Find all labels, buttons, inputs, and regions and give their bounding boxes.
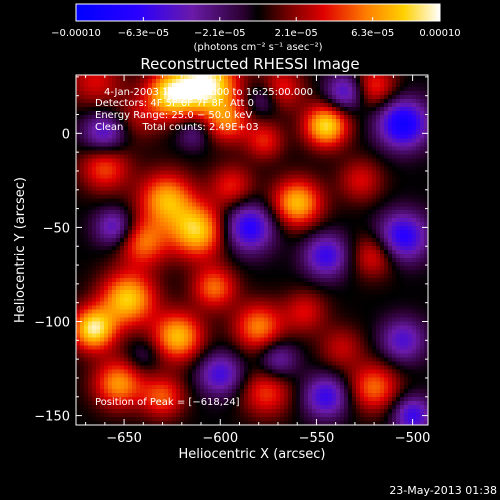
colorbar-tick-label: −6.3e−05 — [118, 28, 170, 39]
colorbar-tick-label: −0.00010 — [51, 28, 101, 39]
x-axis: −650 −600 −550 −500 — [85, 75, 431, 446]
heatmap-image — [76, 75, 428, 425]
y-tick-label: −100 — [34, 316, 70, 331]
y-tick-label: 0 — [62, 127, 70, 142]
x-axis-label: Heliocentric X (arcsec) — [179, 447, 326, 462]
chart-title: Reconstructed RHESSI Image — [140, 55, 359, 73]
colorbar-units-label: (photons cm⁻² s⁻¹ asec⁻²) — [193, 42, 322, 53]
annotation-detectors: Detectors: 4F 5F 6F 7F 8F, Att 0 — [95, 98, 254, 109]
colorbar-gradient — [75, 3, 441, 22]
colorbar-tick-label: 6.3e−05 — [351, 28, 394, 39]
annotation-energy-range: Energy Range: 25.0 − 50.0 keV — [95, 110, 252, 121]
y-tick-label: −150 — [34, 410, 70, 425]
y-axis: 0 −50 −100 −150 — [34, 76, 428, 425]
x-tick-label: −550 — [299, 431, 335, 446]
colorbar-tick-label: 0.00010 — [419, 28, 460, 39]
y-tick-label: −50 — [43, 221, 70, 236]
y-axis-label: Heliocentric Y (arcsec) — [13, 177, 28, 323]
footer-timestamp: 23-May-2013 01:38 — [389, 484, 497, 497]
colorbar-tick-label: 2.1e−05 — [275, 28, 318, 39]
heatmap-plot — [75, 74, 429, 426]
peak-position-label: Position of Peak = [−618,24] — [95, 397, 240, 408]
annotation-time-range: 4-Jan-2003 16:20:54.000 to 16:25:00.000 — [104, 87, 313, 98]
colorbar-tick-label: −2.1e−05 — [194, 28, 246, 39]
plot-frame — [75, 74, 429, 426]
x-tick-label: −600 — [202, 431, 238, 446]
x-tick-label: −500 — [395, 431, 431, 446]
colorbar: −0.00010 −6.3e−05 −2.1e−05 2.1e−05 6.3e−05 0.… — [51, 3, 461, 53]
annotation-clean-counts: Clean Total counts: 2.49E+03 — [95, 122, 259, 133]
x-tick-label: −650 — [106, 431, 142, 446]
